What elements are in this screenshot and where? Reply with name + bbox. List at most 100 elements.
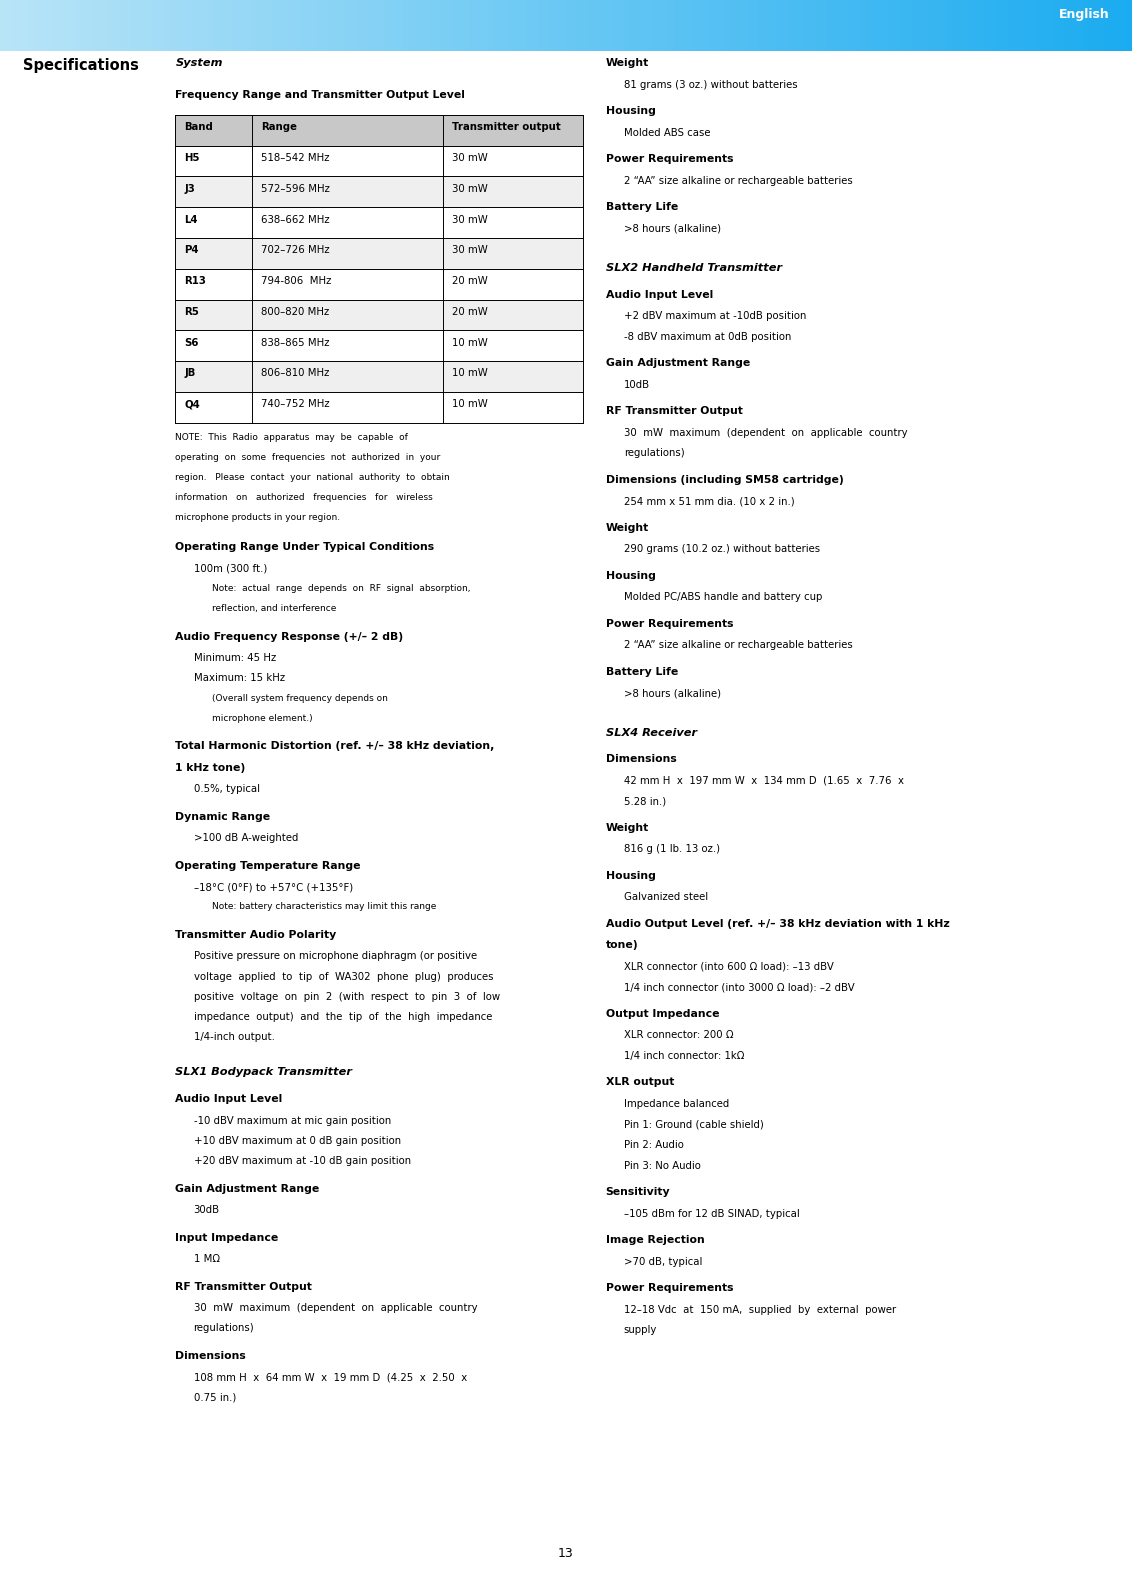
Text: >8 hours (alkaline): >8 hours (alkaline)	[624, 688, 721, 698]
Bar	[713, 0, 719, 51]
Bar	[589, 0, 594, 51]
Text: Housing: Housing	[606, 106, 655, 117]
Text: Specifications: Specifications	[23, 58, 138, 73]
Text: +10 dBV maximum at 0 dB gain position: +10 dBV maximum at 0 dB gain position	[194, 1135, 401, 1146]
Text: 2 “AA” size alkaline or rechargeable batteries: 2 “AA” size alkaline or rechargeable bat…	[624, 639, 852, 651]
Bar	[175, 0, 181, 51]
Text: RF Transmitter Output: RF Transmitter Output	[606, 406, 743, 417]
Bar	[102, 0, 108, 51]
Bar	[826, 0, 832, 51]
Bar	[419, 0, 424, 51]
Bar	[1047, 0, 1053, 51]
Text: 740–752 MHz: 740–752 MHz	[261, 399, 331, 409]
Bar	[266, 0, 272, 51]
Text: Operating Temperature Range: Operating Temperature Range	[175, 861, 361, 872]
Bar	[351, 0, 357, 51]
Text: Weight: Weight	[606, 823, 649, 832]
Text: 290 grams (10.2 oz.) without batteries: 290 grams (10.2 oz.) without batteries	[624, 545, 820, 554]
Bar	[28, 0, 34, 51]
Bar	[1019, 0, 1024, 51]
Bar	[408, 0, 413, 51]
Text: Audio Output Level (ref. +/– 38 kHz deviation with 1 kHz: Audio Output Level (ref. +/– 38 kHz devi…	[606, 919, 950, 928]
Bar	[23, 0, 28, 51]
Bar	[730, 0, 736, 51]
Bar	[798, 0, 804, 51]
Text: R5: R5	[185, 306, 199, 317]
Bar	[1064, 0, 1070, 51]
Bar	[696, 0, 702, 51]
Text: >100 dB A-weighted: >100 dB A-weighted	[194, 834, 298, 843]
Bar	[832, 0, 838, 51]
Text: Pin 2: Audio: Pin 2: Audio	[624, 1140, 684, 1150]
FancyBboxPatch shape	[175, 207, 583, 238]
Bar	[153, 0, 158, 51]
Text: 1 MΩ: 1 MΩ	[194, 1254, 220, 1265]
Bar	[79, 0, 85, 51]
Bar	[719, 0, 724, 51]
Bar	[679, 0, 685, 51]
Bar	[741, 0, 747, 51]
Text: Maximum: 15 kHz: Maximum: 15 kHz	[194, 673, 284, 684]
Text: Minimum: 45 Hz: Minimum: 45 Hz	[194, 654, 276, 663]
Text: –105 dBm for 12 dB SINAD, typical: –105 dBm for 12 dB SINAD, typical	[624, 1208, 799, 1219]
Text: +2 dBV maximum at -10dB position: +2 dBV maximum at -10dB position	[624, 311, 806, 321]
Bar	[45, 0, 51, 51]
Bar	[1115, 0, 1121, 51]
FancyBboxPatch shape	[175, 177, 583, 207]
Bar	[164, 0, 170, 51]
Bar	[770, 0, 775, 51]
Text: Weight: Weight	[606, 58, 649, 68]
Bar	[283, 0, 289, 51]
Text: region.   Please  contact  your  national  authority  to  obtain: region. Please contact your national aut…	[175, 474, 451, 482]
Bar	[243, 0, 249, 51]
Bar	[487, 0, 492, 51]
Text: 30  mW  maximum  (dependent  on  applicable  country: 30 mW maximum (dependent on applicable c…	[624, 428, 908, 437]
Text: >70 dB, typical: >70 dB, typical	[624, 1257, 702, 1266]
Text: 10 mW: 10 mW	[452, 338, 488, 347]
Bar	[249, 0, 255, 51]
Bar	[221, 0, 226, 51]
Bar	[775, 0, 781, 51]
Bar	[498, 0, 504, 51]
Text: microphone products in your region.: microphone products in your region.	[175, 513, 341, 521]
Bar	[979, 0, 985, 51]
Bar	[628, 0, 634, 51]
Text: 572–596 MHz: 572–596 MHz	[261, 183, 331, 194]
Bar	[402, 0, 408, 51]
FancyBboxPatch shape	[175, 238, 583, 268]
Text: 13: 13	[558, 1547, 574, 1560]
Text: 838–865 MHz: 838–865 MHz	[261, 338, 331, 347]
Text: Band: Band	[185, 122, 214, 133]
Text: 254 mm x 51 mm dia. (10 x 2 in.): 254 mm x 51 mm dia. (10 x 2 in.)	[624, 496, 795, 507]
Text: Image Rejection: Image Rejection	[606, 1235, 704, 1246]
Bar	[192, 0, 198, 51]
Text: Housing: Housing	[606, 870, 655, 881]
Text: –18°C (0°F) to +57°C (+135°F): –18°C (0°F) to +57°C (+135°F)	[194, 883, 353, 892]
Text: System: System	[175, 58, 223, 68]
Text: operating  on  some  frequencies  not  authorized  in  your: operating on some frequencies not author…	[175, 453, 440, 463]
Bar	[198, 0, 204, 51]
Text: RF Transmitter Output: RF Transmitter Output	[175, 1282, 312, 1292]
Text: -10 dBV maximum at mic gain position: -10 dBV maximum at mic gain position	[194, 1116, 391, 1126]
Bar	[113, 0, 119, 51]
Text: 20 mW: 20 mW	[452, 306, 488, 317]
Text: XLR connector (into 600 Ω load): –13 dBV: XLR connector (into 600 Ω load): –13 dBV	[624, 962, 833, 971]
Bar	[640, 0, 645, 51]
Bar	[526, 0, 532, 51]
Bar	[787, 0, 792, 51]
Text: Power Requirements: Power Requirements	[606, 155, 734, 164]
Bar	[464, 0, 470, 51]
Text: JB: JB	[185, 368, 196, 379]
Bar	[543, 0, 549, 51]
Bar	[74, 0, 79, 51]
Bar	[204, 0, 209, 51]
Bar	[877, 0, 883, 51]
Bar	[792, 0, 798, 51]
Text: H5: H5	[185, 153, 200, 163]
Bar	[662, 0, 668, 51]
Bar	[85, 0, 91, 51]
Bar	[855, 0, 860, 51]
Text: Gain Adjustment Range: Gain Adjustment Range	[606, 358, 749, 368]
Text: XLR output: XLR output	[606, 1077, 674, 1088]
Bar	[362, 0, 368, 51]
